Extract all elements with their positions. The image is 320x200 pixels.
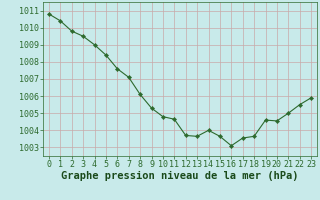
X-axis label: Graphe pression niveau de la mer (hPa): Graphe pression niveau de la mer (hPa): [61, 171, 299, 181]
